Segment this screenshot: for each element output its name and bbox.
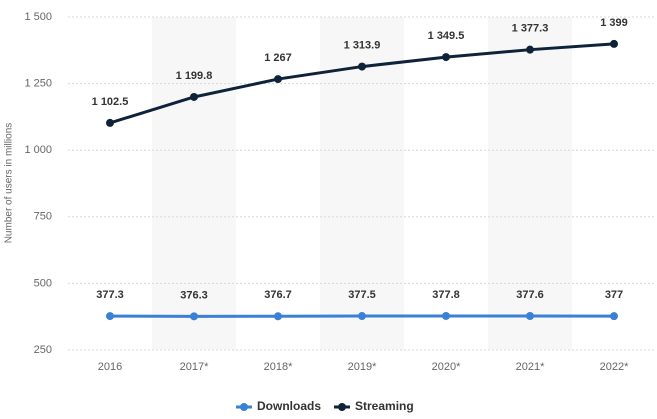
- point-marker: [526, 45, 534, 54]
- data-label: 376.7: [264, 289, 292, 301]
- legend-label: Streaming: [355, 399, 414, 413]
- point-marker: [190, 312, 198, 321]
- x-tick-label: 2017*: [180, 361, 209, 373]
- y-tick-label: 1 500: [24, 11, 52, 23]
- band-background: [320, 17, 404, 350]
- legend-label: Downloads: [257, 399, 321, 413]
- data-label: 377.6: [516, 289, 544, 301]
- y-tick-label: 250: [34, 344, 52, 356]
- data-label: 1 102.5: [92, 96, 129, 108]
- y-tick-label: 1 000: [24, 144, 52, 156]
- data-label: 1 267: [264, 52, 292, 64]
- point-marker: [274, 75, 282, 84]
- band-background: [488, 17, 572, 350]
- point-marker: [106, 312, 114, 321]
- y-axis-label: Number of users in millions: [4, 123, 15, 244]
- data-label: 1 399: [600, 17, 628, 29]
- point-marker: [442, 311, 450, 320]
- point-marker: [358, 312, 366, 321]
- point-marker: [274, 312, 282, 321]
- point-marker: [610, 312, 618, 321]
- point-marker: [610, 39, 618, 48]
- y-tick-label: 1 250: [24, 78, 52, 90]
- data-label: 377.3: [96, 289, 124, 301]
- x-tick-label: 2021*: [516, 361, 545, 373]
- legend-item[interactable]: Streaming: [334, 399, 414, 413]
- data-label: 376.3: [180, 289, 208, 301]
- data-label: 1 199.8: [176, 70, 213, 82]
- y-tick-label: 750: [34, 211, 52, 223]
- legend-symbol: [240, 403, 248, 411]
- x-tick-label: 2019*: [348, 361, 377, 373]
- legend-item[interactable]: Downloads: [236, 399, 321, 413]
- data-label: 377.8: [432, 289, 460, 301]
- x-tick-label: 2018*: [264, 361, 293, 373]
- x-tick-label: 2022*: [600, 361, 629, 373]
- point-marker: [190, 92, 198, 101]
- data-label: 1 349.5: [428, 30, 465, 42]
- x-tick-label: 2016: [98, 361, 122, 373]
- data-label: 1 377.3: [512, 23, 549, 35]
- point-marker: [442, 53, 450, 62]
- point-marker: [526, 312, 534, 321]
- legend-symbol: [338, 403, 347, 411]
- data-label: 377: [605, 289, 623, 301]
- point-marker: [358, 62, 366, 71]
- data-label: 377.5: [348, 289, 376, 301]
- x-tick-label: 2020*: [432, 361, 461, 373]
- point-marker: [106, 118, 114, 127]
- y-tick-label: 500: [34, 277, 52, 289]
- band-background: [152, 17, 236, 350]
- data-label: 1 313.9: [344, 39, 381, 51]
